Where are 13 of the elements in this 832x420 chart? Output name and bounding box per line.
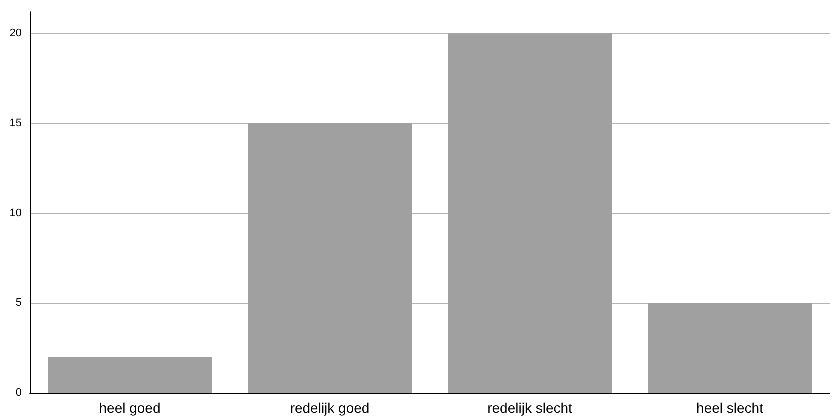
x-tick-label: redelijk slecht [488, 400, 573, 416]
x-tick-label: heel slecht [696, 400, 764, 416]
y-tick-label: 10 [10, 207, 22, 220]
bar [648, 303, 812, 393]
y-tick-label: 5 [16, 297, 22, 310]
x-tick-label: heel goed [99, 400, 161, 416]
y-tick-label: 0 [16, 387, 22, 399]
bar [448, 34, 612, 393]
bar [248, 123, 412, 393]
x-tick-label: redelijk goed [290, 400, 370, 416]
y-tick-label: 20 [10, 28, 22, 40]
y-tick-label: 15 [10, 117, 22, 130]
bar [48, 357, 212, 393]
